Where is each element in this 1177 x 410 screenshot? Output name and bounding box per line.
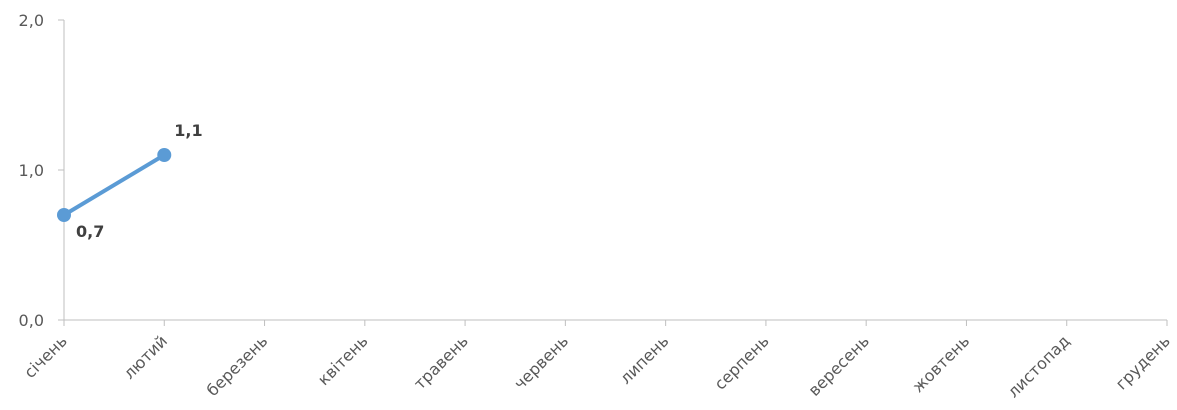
x-tick-label: березень (203, 331, 272, 400)
y-tick-label: 2,0 (19, 11, 44, 30)
y-tick-label: 1,0 (19, 161, 44, 180)
x-tick-label: жовтень (908, 331, 973, 396)
x-tick-label: січень (20, 331, 71, 382)
x-tick-label: квітень (314, 331, 372, 389)
x-tick-label: листопад (1004, 331, 1074, 401)
data-label: 1,1 (174, 121, 202, 140)
x-tick-label: вересень (805, 331, 873, 399)
data-label: 0,7 (76, 222, 104, 241)
x-tick-label: серпень (711, 331, 773, 393)
x-tick-label: лютий (120, 331, 171, 382)
data-point (157, 148, 172, 162)
x-tick-label: травень (410, 331, 472, 393)
x-tick-label: грудень (1112, 331, 1174, 393)
y-axis-ticks: 0,0 1,0 2,0 (19, 11, 64, 330)
y-tick-label: 0,0 (19, 311, 44, 330)
chart-axes (63, 20, 1167, 321)
data-point (57, 208, 71, 222)
series-line (62, 153, 166, 217)
x-tick-label: липень (616, 331, 672, 387)
x-tick-label: червень (510, 331, 572, 393)
x-axis-ticks: січень лютий березень квітень травень червень… (20, 320, 1174, 401)
series-group (57, 148, 172, 222)
data-labels: 0,7 1,1 (76, 121, 203, 241)
